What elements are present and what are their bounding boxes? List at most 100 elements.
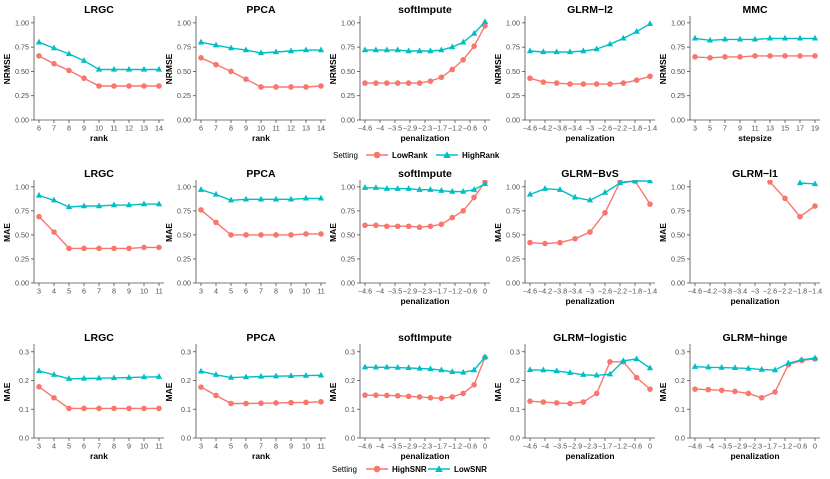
- point-LowSNR: [771, 366, 779, 373]
- x-tick-label: −4.6: [358, 124, 372, 133]
- point-HighSNR: [527, 398, 533, 405]
- y-tick-label: 0.3: [345, 347, 355, 356]
- point-HighRank: [427, 47, 434, 54]
- point-LowRank: [767, 53, 773, 59]
- panel-11: LRGC 0.0 0.1 0.2 0.3 MAE 3 4 5 6 7 8 9 10 11 rank: [2, 332, 164, 461]
- x-tick-label: −2.6: [598, 124, 612, 133]
- point-HighSNR: [540, 399, 547, 405]
- x-tick-label: 11: [317, 287, 324, 296]
- point-LowSNR: [811, 354, 819, 361]
- x-tick-label: −2.9: [733, 442, 747, 451]
- x-tick-label: −1.4: [643, 287, 657, 296]
- x-tick-label: −2.2: [778, 287, 792, 296]
- series-line-LowSNR: [365, 356, 486, 374]
- y-tick-label: 1.00: [671, 18, 685, 27]
- x-tick-label: 9: [289, 442, 293, 451]
- panel-title: PPCA: [246, 168, 276, 180]
- series-group: [691, 34, 819, 61]
- point-HighRank: [50, 44, 58, 51]
- x-tick-label: 3: [37, 442, 41, 451]
- point-HighRank: [691, 34, 699, 41]
- x-tick-label: −2.3: [583, 442, 597, 451]
- point-HighRank: [257, 195, 265, 202]
- point-HighSNR: [471, 382, 477, 388]
- point-HighRank: [361, 184, 369, 190]
- y-tick-label: 0.1: [675, 405, 685, 414]
- point-HighSNR: [81, 405, 87, 412]
- x-tick-label: 7: [214, 124, 218, 133]
- x-tick-label: 12: [125, 124, 133, 133]
- y-axis-label: MAE: [658, 223, 668, 242]
- point-HighSNR: [692, 386, 698, 392]
- x-tick-label: −1.2: [613, 442, 627, 451]
- point-HighSNR: [126, 405, 132, 412]
- panel-title: GLRM−BvS: [561, 168, 618, 180]
- x-tick-label: 8: [112, 442, 116, 451]
- y-tick-label: 0.00: [15, 116, 29, 125]
- y-tick-label: 0.00: [341, 116, 355, 125]
- x-tick-label: −3.4: [733, 287, 747, 296]
- point-LowRank: [542, 240, 548, 247]
- point-LowRank: [782, 195, 788, 202]
- point-HighRank: [95, 202, 103, 209]
- y-tick-label: 1.00: [671, 182, 685, 191]
- x-tick-label: 4: [214, 287, 218, 296]
- point-LowSNR: [553, 367, 560, 374]
- point-LowSNR: [785, 359, 792, 366]
- y-tick-label: 0.25: [177, 91, 191, 100]
- x-tick-label: 13: [140, 124, 148, 133]
- x-axis-label: stepsize: [738, 133, 772, 143]
- point-HighRank: [197, 38, 205, 45]
- point-LowRank: [620, 80, 627, 86]
- x-tick-label: 9: [244, 124, 248, 133]
- y-tick-label: 0.75: [506, 206, 520, 215]
- point-LowSNR: [372, 363, 380, 370]
- point-LowSNR: [383, 363, 390, 370]
- x-axis-label: penalization: [565, 296, 614, 306]
- point-LowRank: [405, 80, 412, 86]
- point-HighRank: [155, 200, 163, 207]
- y-axis-label: MAE: [658, 382, 668, 401]
- point-HighRank: [553, 48, 560, 55]
- point-LowSNR: [620, 357, 627, 364]
- point-LowRank: [111, 83, 117, 89]
- y-tick-label: 0.50: [506, 67, 520, 76]
- point-LowRank: [51, 60, 57, 67]
- point-HighSNR: [460, 390, 466, 397]
- x-axis-label: rank: [252, 451, 270, 461]
- point-LowRank: [797, 213, 803, 220]
- x-tick-label: 7: [52, 124, 56, 133]
- y-axis-label: NRMSE: [2, 53, 12, 84]
- point-HighSNR: [384, 392, 390, 399]
- y-axis-label: MAE: [2, 382, 12, 401]
- series-group: [361, 353, 489, 402]
- point-LowSNR: [242, 373, 250, 380]
- point-HighRank: [272, 195, 280, 202]
- y-tick-label: 1.00: [341, 182, 355, 191]
- point-LowRank: [527, 239, 533, 246]
- y-axis-label: NRMSE: [658, 53, 668, 84]
- y-tick-label: 1.00: [15, 182, 29, 191]
- point-LowSNR: [394, 363, 401, 370]
- point-LowRank: [812, 53, 818, 59]
- point-HighRank: [706, 36, 714, 43]
- panel-1: LRGC 0.00 0.25 0.50 0.75 1.00 NRMSE 6 7 8 9 10 11 12 1…: [2, 4, 164, 143]
- point-HighRank: [110, 201, 118, 208]
- point-HighSNR: [36, 384, 42, 390]
- y-axis-label: NRMSE: [328, 53, 338, 84]
- x-tick-label: 9: [127, 442, 131, 451]
- panel-2: PPCA 0.00 0.25 0.50 0.75 1.00 NRMSE 6 7 8 9 10 11 12 1…: [164, 4, 326, 143]
- point-HighRank: [227, 196, 235, 203]
- point-HighRank: [796, 34, 804, 41]
- y-tick-label: 1.00: [15, 18, 29, 27]
- y-tick-label: 0.75: [671, 43, 685, 52]
- x-tick-label: 13: [302, 124, 310, 133]
- point-LowRank: [737, 54, 743, 60]
- point-HighRank: [65, 203, 73, 210]
- series-group: [197, 38, 325, 90]
- y-tick-label: 0.2: [181, 376, 191, 385]
- x-tick-label: 3: [199, 287, 203, 296]
- point-LowRank: [633, 77, 640, 83]
- point-LowRank: [460, 208, 466, 214]
